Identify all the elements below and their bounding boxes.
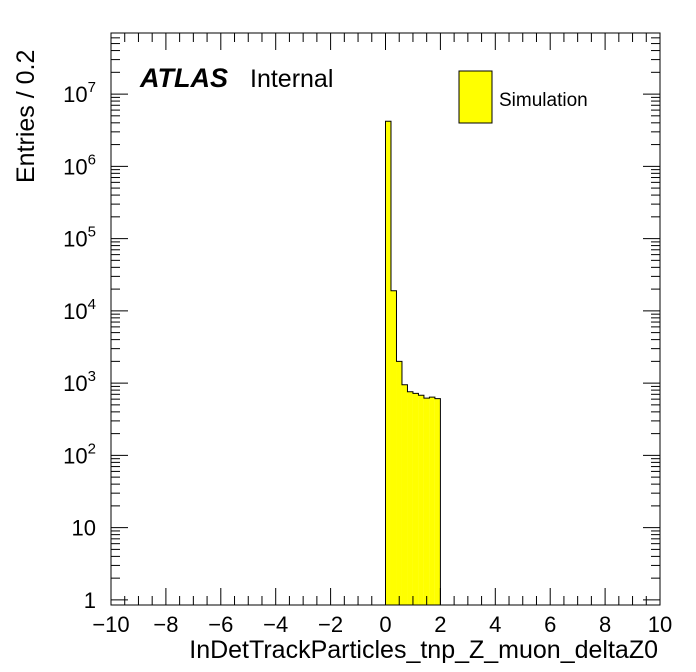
- histogram-bars: [385, 120, 441, 606]
- x-tick-label: −2: [318, 612, 343, 637]
- x-tick-label: −8: [153, 612, 178, 637]
- histogram-bar: [423, 398, 430, 605]
- x-tick-label: 4: [489, 612, 501, 637]
- atlas-internal-label: Internal: [250, 65, 333, 93]
- x-axis-title: InDetTrackParticles_tnp_Z_muon_deltaZ0: [189, 636, 658, 664]
- y-tick-labels: 1 10 102 103 104 105 106 107: [63, 79, 96, 613]
- x-tick-label: 0: [379, 612, 391, 637]
- histogram-bar: [434, 398, 441, 605]
- y-tick-label: 1: [84, 588, 96, 613]
- y-tick-label: 106: [63, 151, 96, 179]
- histogram-bar: [390, 290, 397, 605]
- histogram-bar: [429, 397, 435, 605]
- x-tick-label: −6: [208, 612, 233, 637]
- x-tick-label: 8: [599, 612, 611, 637]
- x-tick-label: 10: [648, 612, 672, 637]
- atlas-label: ATLAS: [139, 63, 228, 93]
- x-tick-labels: −10 −8 −6 −4 −2 0 2 4 6 8 10: [92, 612, 672, 637]
- x-tick-label: −10: [92, 612, 129, 637]
- histogram-bar: [412, 393, 419, 605]
- legend-swatch: [458, 70, 493, 124]
- histogram-bar: [385, 121, 391, 606]
- y-tick-label: 102: [63, 440, 96, 468]
- x-tick-label: 6: [544, 612, 556, 637]
- histogram-outline: [385, 120, 441, 605]
- y-tick-label: 103: [63, 368, 96, 396]
- y-tick-label: 104: [63, 296, 96, 324]
- histogram-bar: [401, 384, 408, 605]
- histogram-bar: [407, 391, 413, 605]
- y-tick-label: 105: [63, 224, 96, 252]
- legend-entry-simulation: Simulation: [499, 90, 588, 111]
- y-axis-ticks: [111, 32, 660, 601]
- x-tick-label: 2: [434, 612, 446, 637]
- x-axis-ticks: [110, 33, 661, 605]
- histogram-bar: [418, 395, 424, 605]
- plot-frame: [110, 32, 661, 606]
- y-axis-title: Entries / 0.2: [12, 50, 40, 183]
- histogram-bar: [396, 361, 402, 605]
- x-tick-label: −4: [263, 612, 288, 637]
- legend: Simulation: [458, 70, 588, 124]
- y-tick-label: 107: [63, 79, 96, 107]
- y-tick-label: 10: [72, 516, 96, 541]
